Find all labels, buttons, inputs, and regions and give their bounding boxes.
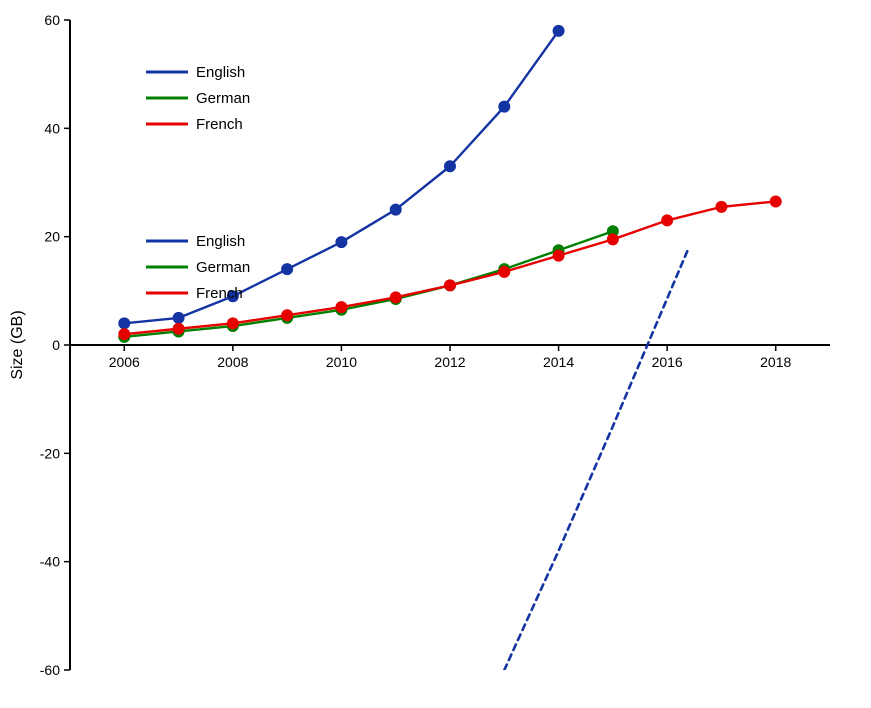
series-line-en-down xyxy=(504,248,689,671)
series-marker-fr xyxy=(553,250,564,261)
series-marker-fr xyxy=(282,310,293,321)
series-marker-en xyxy=(282,264,293,275)
y-tick-label: 0 xyxy=(52,337,60,353)
x-tick-label: 2018 xyxy=(760,354,791,370)
series-marker-fr xyxy=(336,302,347,313)
series-marker-fr xyxy=(770,196,781,207)
series-marker-en xyxy=(119,318,130,329)
series-marker-en xyxy=(173,312,184,323)
series-marker-fr xyxy=(119,329,130,340)
y-axis-label: Size (GB) xyxy=(9,310,26,379)
series-marker-en xyxy=(336,237,347,248)
series-marker-fr xyxy=(662,215,673,226)
x-tick-label: 2016 xyxy=(652,354,683,370)
y-tick-label: -40 xyxy=(40,554,60,570)
series-marker-fr xyxy=(716,201,727,212)
series-marker-fr xyxy=(499,266,510,277)
x-tick-label: 2008 xyxy=(217,354,248,370)
series-marker-fr xyxy=(607,234,618,245)
y-tick-label: 20 xyxy=(44,229,60,245)
x-tick-label: 2010 xyxy=(326,354,357,370)
series-marker-fr xyxy=(227,318,238,329)
line-chart: -60 -40 -20 0 20 40 60 2006 2008 2010 2012 2014 2016… xyxy=(0,0,871,708)
series-marker-fr xyxy=(173,323,184,334)
y-tick-label: 40 xyxy=(44,120,60,136)
y-tick-label: -20 xyxy=(40,445,60,461)
x-tick-label: 2014 xyxy=(543,354,574,370)
legend-label: French xyxy=(196,285,243,302)
series-marker-en xyxy=(553,25,564,36)
series-marker-en xyxy=(445,161,456,172)
y-tick-label: -60 xyxy=(40,662,60,678)
series-marker-en xyxy=(499,101,510,112)
y-tick-label: 60 xyxy=(44,12,60,28)
series-line-en xyxy=(124,31,558,324)
legend-label: German xyxy=(196,90,250,107)
legend-label: French xyxy=(196,116,243,133)
legend-label: English xyxy=(196,64,245,81)
series-marker-fr xyxy=(390,292,401,303)
series-marker-fr xyxy=(445,280,456,291)
x-tick-label: 2012 xyxy=(434,354,465,370)
legend-label: English xyxy=(196,233,245,250)
series-marker-en xyxy=(390,204,401,215)
x-tick-label: 2006 xyxy=(109,354,140,370)
legend-label: German xyxy=(196,259,250,276)
